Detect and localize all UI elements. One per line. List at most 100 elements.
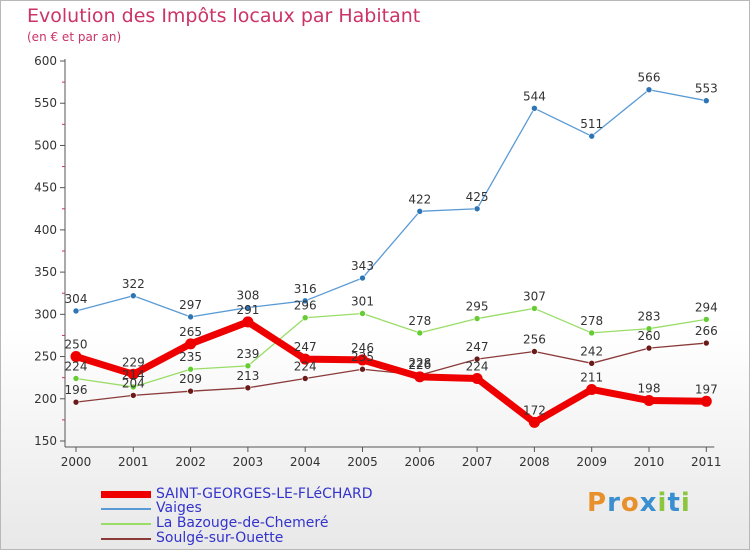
series-0-point-2002 <box>187 313 194 321</box>
series-1-label-2000: 224 <box>65 360 88 374</box>
series-line-0 <box>75 89 707 318</box>
x-tick-label-2008: 2008 <box>519 455 550 469</box>
series-2-point-2007 <box>473 355 481 363</box>
series-0-point-2000 <box>72 307 80 315</box>
series-line-2 <box>75 342 707 403</box>
series-1-point-2009 <box>588 329 596 337</box>
chart-subtitle: (en € et par an) <box>27 30 122 44</box>
series-2-label-2004: 224 <box>294 360 317 374</box>
series-1-point-2011 <box>702 316 710 323</box>
series-0-label-2003: 308 <box>236 289 259 303</box>
series-0-label-2007: 425 <box>466 190 489 204</box>
series-1-label-2004: 296 <box>294 299 317 313</box>
series-3-point-2001 <box>127 368 139 380</box>
series-0-label-2009: 511 <box>580 117 603 131</box>
series-0-point-2001 <box>130 292 137 300</box>
series-2-point-2001 <box>130 392 137 399</box>
series-2-label-2003: 213 <box>236 369 259 383</box>
series-1-label-2009: 278 <box>580 314 603 328</box>
x-tick-label-2006: 2006 <box>405 455 436 469</box>
series-0-label-2008: 544 <box>523 89 546 103</box>
series-0-label-2005: 343 <box>351 259 374 273</box>
series-2-label-2005: 235 <box>351 350 374 364</box>
series-2-label-2000: 196 <box>65 383 88 397</box>
series-3-label-2006: 226 <box>408 358 431 372</box>
x-tick-label-2003: 2003 <box>233 455 264 469</box>
series-2-label-2009: 242 <box>580 344 603 358</box>
x-tick-label-2010: 2010 <box>634 455 665 469</box>
series-1-point-2002 <box>187 365 194 373</box>
series-0-label-2000: 304 <box>65 292 88 306</box>
series-3-label-2001: 229 <box>122 355 145 369</box>
series-2-point-2008 <box>531 348 538 355</box>
series-3-point-2008 <box>528 416 540 428</box>
series-0-label-2010: 566 <box>638 71 661 85</box>
series-1-label-2011: 294 <box>695 300 718 314</box>
series-3-label-2010: 198 <box>638 381 661 395</box>
series-0-label-2006: 422 <box>408 192 431 206</box>
series-3-label-2003: 291 <box>236 303 259 317</box>
series-2-label-2002: 209 <box>179 372 202 386</box>
proxiti-logo: Proxiti <box>587 488 691 518</box>
series-0-label-2011: 553 <box>695 82 718 96</box>
series-2-label-2011: 266 <box>695 324 718 338</box>
x-tick-label-2005: 2005 <box>347 455 378 469</box>
series-1-label-2010: 283 <box>638 310 661 324</box>
series-0-label-2001: 322 <box>122 277 145 291</box>
series-1-point-2005 <box>359 310 366 317</box>
series-3-point-2000 <box>70 351 82 363</box>
legend-label-vaiges: Vaiges <box>156 500 202 516</box>
series-2-point-2010 <box>645 344 653 352</box>
series-2-label-2007: 247 <box>466 340 489 354</box>
series-3-point-2006 <box>414 371 426 383</box>
series-3-point-2009 <box>586 383 598 395</box>
series-2-point-2000 <box>72 398 80 406</box>
series-line-3 <box>72 318 710 426</box>
series-3-label-2004: 247 <box>294 340 317 354</box>
series-2-label-2010: 260 <box>638 329 661 343</box>
legend-label-soulge: Soulgé-sur-Ouette <box>156 530 284 546</box>
series-0-point-2005 <box>359 274 366 282</box>
line-chart: 150 200 250 300 350 400 450 500 550 600 2000 2001 20… <box>34 54 721 469</box>
series-2-point-2005 <box>359 365 366 373</box>
series-line-1 <box>75 307 707 388</box>
legend-label-la-bazouge: La Bazouge-de-Chemeré <box>156 515 329 531</box>
y-tick-label-550: 550 <box>34 96 57 110</box>
series-3-label-2008: 172 <box>523 403 546 417</box>
series-0-point-2004 <box>301 297 309 305</box>
series-2-label-2001: 204 <box>122 376 145 390</box>
series-0-point-2011 <box>702 97 710 104</box>
y-tick-label-450: 450 <box>34 181 57 195</box>
series-1-point-2008 <box>531 305 538 312</box>
series-0-point-2008 <box>531 104 538 112</box>
series-1-point-2006 <box>416 329 424 337</box>
x-tick-label-2001: 2001 <box>118 455 149 469</box>
y-tick-label-400: 400 <box>34 223 57 237</box>
series-1-label-2001: 214 <box>122 368 145 382</box>
y-tick-label-200: 200 <box>34 392 57 406</box>
series-2-point-2011 <box>702 339 710 347</box>
series-3-label-2002: 265 <box>179 325 202 339</box>
x-tick-label-2007: 2007 <box>462 455 493 469</box>
y-tick-label-350: 350 <box>34 265 57 279</box>
series-0-label-2004: 316 <box>294 282 317 296</box>
x-tick-label-2000: 2000 <box>61 455 92 469</box>
y-tick-label-600: 600 <box>34 54 57 68</box>
legend-label-saint-georges: SAINT-GEORGES-LE-FLéCHARD <box>156 486 373 502</box>
series-3-point-2003 <box>242 316 254 328</box>
series-2-point-2002 <box>187 387 194 395</box>
series-2-point-2003 <box>244 384 252 392</box>
y-tick-label-500: 500 <box>34 138 57 152</box>
y-tick-label-250: 250 <box>34 350 57 364</box>
series-2-point-2009 <box>588 360 596 367</box>
series-0-point-2009 <box>588 132 596 140</box>
series-3-label-2000: 250 <box>65 338 88 352</box>
series-1-point-2010 <box>645 325 653 332</box>
series-3-point-2004 <box>299 353 311 365</box>
series-1-point-2001 <box>130 383 137 391</box>
legend-swatch-soulge <box>101 538 151 540</box>
x-tick-label-2002: 2002 <box>175 455 206 469</box>
series-0-point-2007 <box>473 205 481 213</box>
y-tick-label-300: 300 <box>34 307 57 321</box>
